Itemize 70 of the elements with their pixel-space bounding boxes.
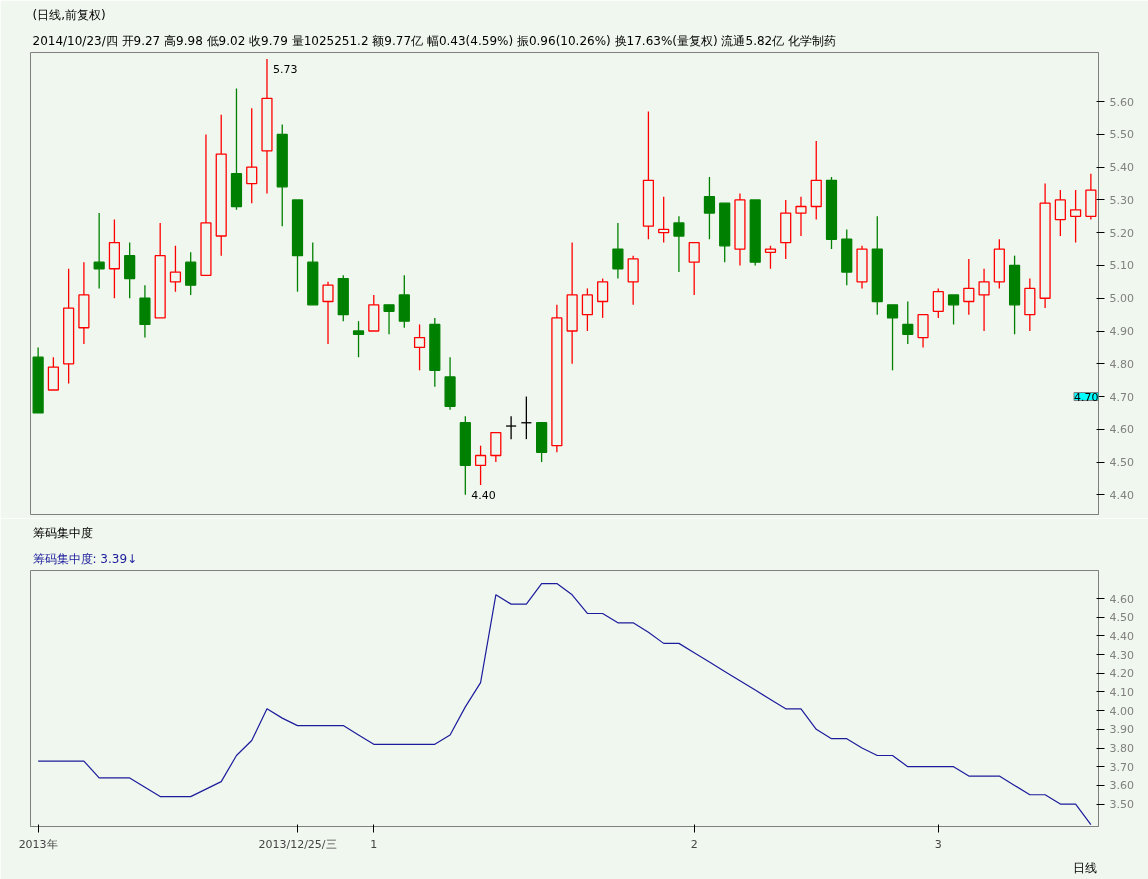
y-tick-label: 4.60 — [1109, 423, 1134, 437]
y-tick-label: 4.40 — [1109, 629, 1134, 643]
x-tick-label: 2 — [690, 837, 698, 851]
y-tick-label: 4.00 — [1109, 704, 1134, 718]
y-tick-label: 3.60 — [1109, 779, 1134, 793]
y-tick-label: 5.60 — [1109, 95, 1134, 109]
candlestick — [322, 281, 334, 345]
candlestick — [413, 323, 426, 371]
y-tick-label: 3.70 — [1109, 760, 1134, 774]
candlestick — [978, 268, 990, 332]
y-tick-label: 5.40 — [1109, 161, 1134, 175]
candlestick — [932, 287, 944, 319]
y-tick-label: 3.90 — [1109, 723, 1134, 737]
chart-subtitle: 2014/10/23/四 开9.27 高9.98 低9.02 收9.79 量1025251.2 额9.77亿 幅0.43(4.59%) 振0.96(10.26%) 换17.63%(量复权) 流通5.82亿 化学制药 — [32, 33, 837, 48]
text: 日线 — [1072, 860, 1097, 875]
y-tick-label: 4.40 — [1109, 488, 1134, 502]
candlestick — [490, 431, 502, 463]
x-tick-label: 2013年 — [18, 837, 58, 851]
chart-subtitle: 筹码集中度: 3.39↓ — [32, 551, 138, 566]
candlestick — [963, 258, 975, 316]
annotation: 5.73 — [272, 63, 298, 77]
candlestick — [886, 304, 899, 371]
candlestick — [688, 241, 700, 296]
x-tick-label: 3 — [934, 837, 942, 851]
candlestick — [93, 212, 105, 290]
chart-title: (日线,前复权) — [32, 7, 106, 22]
y-tick-label: 4.10 — [1109, 685, 1134, 699]
candlestick — [185, 251, 197, 296]
candlestick — [1054, 189, 1066, 237]
y-tick-label: 5.30 — [1109, 193, 1134, 207]
candlestick — [383, 304, 395, 335]
candlestick — [947, 294, 960, 326]
candlestick — [124, 241, 136, 299]
candlestick — [612, 222, 624, 280]
y-tick-label: 3.50 — [1109, 798, 1134, 812]
annotation: 4.70 — [1074, 390, 1099, 404]
y-tick-label: 5.50 — [1109, 128, 1134, 142]
y-tick-label: 3.80 — [1109, 742, 1134, 756]
line-series — [37, 582, 1092, 826]
chart-title: 筹码集中度 — [32, 525, 93, 540]
y-tick-label: 4.70 — [1109, 390, 1134, 404]
candlestick — [1070, 189, 1082, 244]
y-tick-label: 4.20 — [1109, 667, 1134, 681]
candlestick — [581, 287, 593, 332]
candlestick — [597, 277, 609, 319]
x-tick-label: 2013/12/25/三 — [258, 837, 337, 851]
candlestick — [505, 415, 517, 440]
candlestick — [917, 313, 929, 349]
annotation: 4.40 — [471, 488, 496, 502]
candlestick — [902, 300, 914, 345]
y-tick-label: 5.20 — [1109, 226, 1134, 240]
candlestick — [169, 245, 182, 293]
y-tick-label: 4.50 — [1109, 611, 1134, 625]
candlestick — [474, 445, 487, 486]
y-tick-label: 5.00 — [1109, 292, 1134, 306]
y-tick-label: 4.90 — [1109, 325, 1134, 339]
y-tick-label: 5.10 — [1109, 259, 1134, 273]
candlestick — [764, 245, 777, 270]
candlestick — [627, 255, 639, 306]
candlestick — [703, 176, 716, 240]
y-tick-label: 4.60 — [1109, 592, 1134, 606]
x-tick-label: 1 — [370, 837, 378, 851]
candlestick — [246, 107, 258, 204]
candlestick — [47, 356, 59, 391]
candlestick — [352, 320, 365, 358]
y-tick-label: 4.80 — [1109, 357, 1134, 371]
y-tick-label: 4.30 — [1109, 648, 1134, 662]
y-tick-label: 4.50 — [1109, 456, 1134, 470]
candlestick — [673, 215, 685, 273]
candlestick — [795, 196, 807, 237]
